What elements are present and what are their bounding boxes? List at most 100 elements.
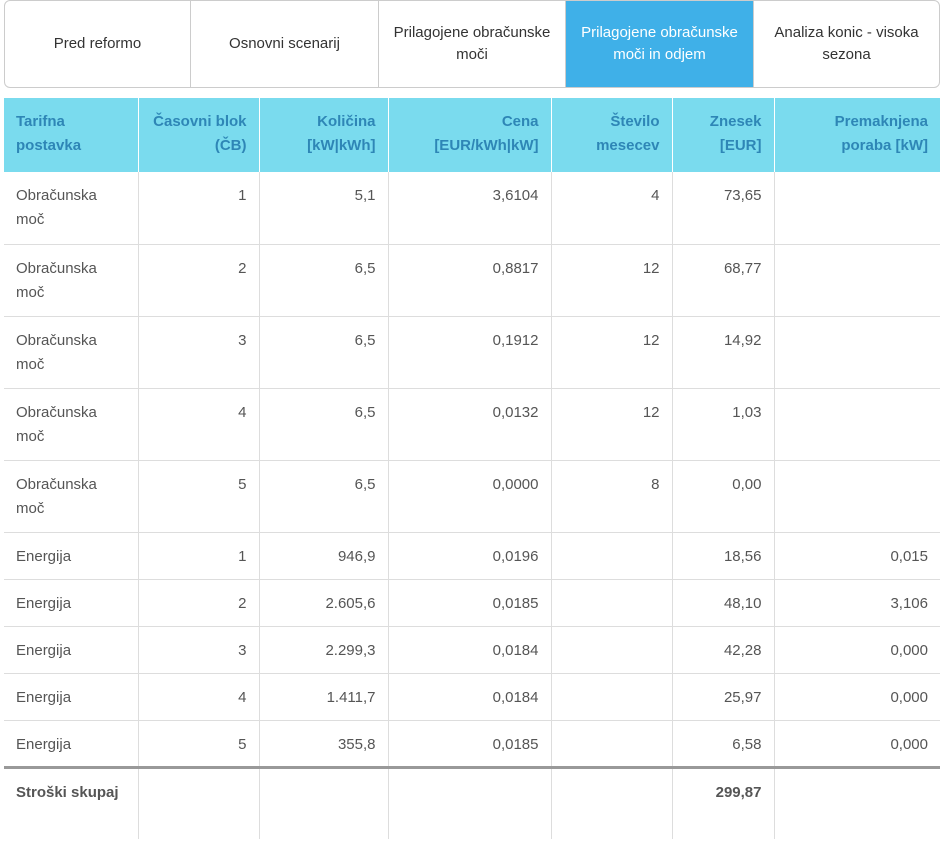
- cell-casovni-blok: 5: [138, 720, 260, 768]
- table-row: Obračunska moč 5 6,5 0,0000 8 0,00: [4, 460, 940, 533]
- cell-tarifna-postavka: Obračunska moč: [4, 316, 139, 389]
- cell-kolicina: 2.299,3: [259, 626, 389, 674]
- cost-table: Tarifna postavka Časovni blok (ČB) Količ…: [4, 98, 940, 839]
- tab-prilagojene-obracunske-moci[interactable]: Prilagojene obračunske moči: [379, 1, 566, 87]
- cell-cena: 0,0184: [388, 626, 552, 674]
- cell-znesek: 6,58: [672, 720, 775, 768]
- tab-osnovni-scenarij[interactable]: Osnovni scenarij: [191, 1, 379, 87]
- cell-kolicina: 6,5: [259, 388, 389, 461]
- cell-casovni-blok: 1: [138, 532, 260, 580]
- cell-cena: 0,8817: [388, 244, 552, 317]
- cell-cena: 3,6104: [388, 172, 552, 245]
- total-empty-cell: [551, 765, 673, 839]
- table-row: Obračunska moč 1 5,1 3,6104 4 73,65: [4, 172, 940, 245]
- cell-znesek: 25,97: [672, 673, 775, 721]
- cell-znesek: 48,10: [672, 579, 775, 627]
- cell-premaknjena-poraba: 0,000: [774, 720, 940, 768]
- cell-tarifna-postavka: Obračunska moč: [4, 244, 139, 317]
- header-kolicina: Količina [kW|kWh]: [259, 98, 389, 172]
- scenario-tabs: Pred reformo Osnovni scenarij Prilagojen…: [4, 0, 940, 88]
- cell-premaknjena-poraba: [774, 460, 940, 533]
- cell-tarifna-postavka: Obračunska moč: [4, 460, 139, 533]
- cell-znesek: 42,28: [672, 626, 775, 674]
- cell-stevilo-mesecev: 12: [551, 316, 673, 389]
- cell-znesek: 73,65: [672, 172, 775, 245]
- cell-casovni-blok: 3: [138, 316, 260, 389]
- cell-cena: 0,0184: [388, 673, 552, 721]
- cell-znesek: 1,03: [672, 388, 775, 461]
- tab-pred-reformo[interactable]: Pred reformo: [5, 1, 191, 87]
- cell-stevilo-mesecev: [551, 673, 673, 721]
- cell-znesek: 0,00: [672, 460, 775, 533]
- cell-kolicina: 2.605,6: [259, 579, 389, 627]
- cell-cena: 0,0132: [388, 388, 552, 461]
- cell-casovni-blok: 1: [138, 172, 260, 245]
- cell-casovni-blok: 4: [138, 673, 260, 721]
- cell-znesek: 14,92: [672, 316, 775, 389]
- cell-tarifna-postavka: Energija: [4, 673, 139, 721]
- cell-stevilo-mesecev: [551, 626, 673, 674]
- cell-tarifna-postavka: Obračunska moč: [4, 172, 139, 245]
- cell-cena: 0,0185: [388, 579, 552, 627]
- cell-casovni-blok: 2: [138, 579, 260, 627]
- table-header-row: Tarifna postavka Časovni blok (ČB) Količ…: [4, 98, 940, 172]
- cell-stevilo-mesecev: [551, 579, 673, 627]
- cell-kolicina: 5,1: [259, 172, 389, 245]
- total-empty-cell: [138, 765, 260, 839]
- cell-premaknjena-poraba: 0,015: [774, 532, 940, 580]
- cell-kolicina: 946,9: [259, 532, 389, 580]
- header-stevilo-mesecev: Število mesecev: [551, 98, 673, 172]
- cell-tarifna-postavka: Energija: [4, 720, 139, 768]
- cell-casovni-blok: 2: [138, 244, 260, 317]
- header-premaknjena-poraba: Premaknjena poraba [kW]: [774, 98, 940, 172]
- table-row: Energija 3 2.299,3 0,0184 42,28 0,000: [4, 626, 940, 674]
- table-row: Energija 2 2.605,6 0,0185 48,10 3,106: [4, 579, 940, 627]
- cell-premaknjena-poraba: 0,000: [774, 673, 940, 721]
- cell-premaknjena-poraba: [774, 316, 940, 389]
- header-casovni-blok: Časovni blok (ČB): [138, 98, 260, 172]
- cell-kolicina: 6,5: [259, 316, 389, 389]
- total-row: Stroški skupaj 299,87: [4, 765, 940, 839]
- table-row: Energija 4 1.411,7 0,0184 25,97 0,000: [4, 673, 940, 721]
- cell-tarifna-postavka: Energija: [4, 626, 139, 674]
- cell-casovni-blok: 5: [138, 460, 260, 533]
- table-row: Energija 5 355,8 0,0185 6,58 0,000: [4, 720, 940, 768]
- cell-premaknjena-poraba: 3,106: [774, 579, 940, 627]
- cell-stevilo-mesecev: 12: [551, 244, 673, 317]
- total-amount: 299,87: [672, 765, 775, 839]
- table-row: Obračunska moč 2 6,5 0,8817 12 68,77: [4, 244, 940, 317]
- cell-stevilo-mesecev: [551, 720, 673, 768]
- cell-znesek: 68,77: [672, 244, 775, 317]
- cell-kolicina: 6,5: [259, 460, 389, 533]
- tab-analiza-konic[interactable]: Analiza konic - visoka sezona: [774, 24, 919, 63]
- cell-stevilo-mesecev: 4: [551, 172, 673, 245]
- header-cena: Cena [EUR/kWh|kW]: [388, 98, 552, 172]
- header-tarifna-postavka: Tarifna postavka: [4, 98, 139, 172]
- table-row: Energija 1 946,9 0,0196 18,56 0,015: [4, 532, 940, 580]
- cell-premaknjena-poraba: 0,000: [774, 626, 940, 674]
- cell-premaknjena-poraba: [774, 172, 940, 245]
- cell-kolicina: 1.411,7: [259, 673, 389, 721]
- cell-casovni-blok: 4: [138, 388, 260, 461]
- cell-kolicina: 6,5: [259, 244, 389, 317]
- cell-cena: 0,0000: [388, 460, 552, 533]
- cell-tarifna-postavka: Energija: [4, 532, 139, 580]
- cell-premaknjena-poraba: [774, 244, 940, 317]
- cell-tarifna-postavka: Obračunska moč: [4, 388, 139, 461]
- cell-stevilo-mesecev: [551, 532, 673, 580]
- cell-cena: 0,0196: [388, 532, 552, 580]
- cell-stevilo-mesecev: 12: [551, 388, 673, 461]
- cell-casovni-blok: 3: [138, 626, 260, 674]
- cell-cena: 0,1912: [388, 316, 552, 389]
- total-label: Stroški skupaj: [4, 765, 139, 839]
- total-empty-cell: [388, 765, 552, 839]
- header-znesek: Znesek [EUR]: [672, 98, 775, 172]
- tab-prilagojene-obracunske-moci-in-odjem[interactable]: Prilagojene obračunske moči in odjem: [566, 1, 754, 87]
- table-row: Obračunska moč 3 6,5 0,1912 12 14,92: [4, 316, 940, 389]
- cost-table-container: Tarifna postavka Časovni blok (ČB) Količ…: [4, 98, 940, 839]
- table-row: Obračunska moč 4 6,5 0,0132 12 1,03: [4, 388, 940, 461]
- cell-tarifna-postavka: Energija: [4, 579, 139, 627]
- cell-kolicina: 355,8: [259, 720, 389, 768]
- cell-cena: 0,0185: [388, 720, 552, 768]
- total-empty-cell: [259, 765, 389, 839]
